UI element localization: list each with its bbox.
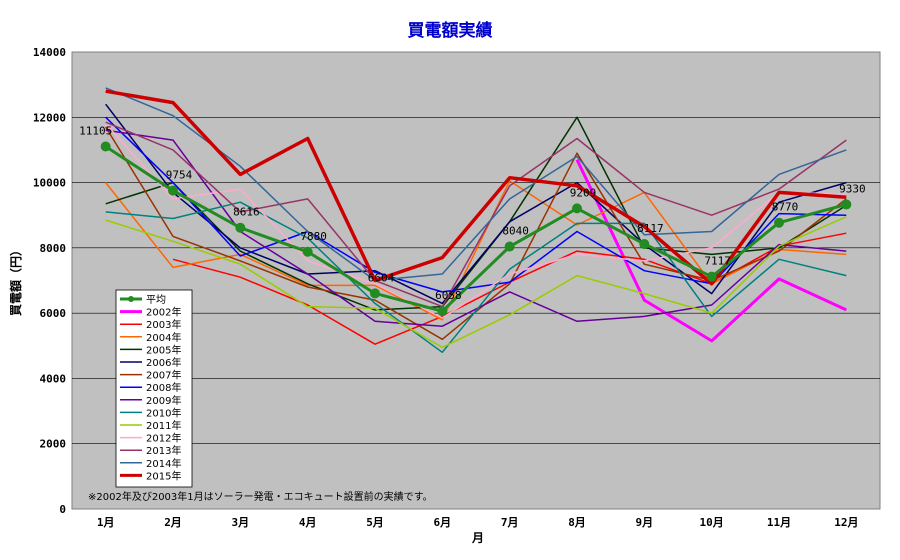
legend-label: 2006年 [146, 356, 181, 369]
x-tick-label: 7月 [501, 516, 519, 529]
x-axis-label: 月 [471, 531, 484, 545]
x-tick-label: 3月 [232, 516, 250, 529]
series-line-2009年 [105, 129, 847, 327]
y-tick-label: 2000 [40, 438, 67, 451]
series-line-2006年 [105, 103, 847, 305]
x-tick-label: 9月 [636, 516, 654, 529]
legend-label: 2009年 [146, 394, 181, 407]
average-data-label: 9754 [166, 169, 193, 182]
legend-label: 2005年 [146, 343, 181, 356]
series-line-2008年 [105, 116, 847, 293]
legend-label: 2004年 [146, 331, 181, 344]
x-tick-label: 11月 [767, 516, 791, 529]
series-line-2005年 [105, 116, 847, 311]
legend-label: 2013年 [146, 444, 181, 457]
average-data-label: 11105 [79, 125, 112, 138]
series-lines [100, 87, 852, 354]
x-tick-label: 1月 [97, 516, 115, 529]
x-axis-ticks: 1月 2月 3月 4月 5月 6月 7月 8月 9月 10月 11月 12月 [97, 516, 859, 529]
average-data-label: 9209 [570, 186, 597, 199]
y-tick-label: 6000 [40, 307, 67, 320]
legend: 平均2002年2003年2004年2005年2006年2007年2008年200… [115, 289, 193, 488]
average-marker [235, 222, 246, 233]
average-data-label: 8040 [502, 225, 529, 238]
legend-label: 2003年 [146, 318, 181, 331]
y-tick-label: 10000 [33, 177, 66, 190]
x-tick-label: 10月 [700, 516, 724, 529]
y-tick-label: 12000 [33, 111, 66, 124]
y-tick-label: 14000 [33, 46, 66, 59]
footnote: ※2002年及び2003年1月はソーラー発電・エコキュート設置前の実績です。 [88, 490, 433, 503]
legend-label: 2015年 [146, 469, 181, 482]
average-marker [572, 203, 582, 214]
x-tick-label: 4月 [299, 516, 317, 529]
average-marker [841, 199, 852, 210]
series-line-平均 [104, 145, 847, 313]
average-marker [504, 241, 515, 252]
average-data-label: 7117 [704, 255, 731, 268]
chart-title: 買電額実績 [408, 20, 493, 41]
average-data-label: 6604 [368, 271, 395, 284]
y-axis-ticks: 0 2000 4000 6000 8000 10000 12000 14000 [33, 46, 66, 516]
average-marker [168, 185, 178, 196]
average-marker [302, 246, 313, 257]
legend-box [115, 289, 193, 488]
series-line-2002年 [575, 159, 847, 343]
series-line-2012年 [105, 123, 847, 319]
legend-label: 2012年 [146, 432, 181, 445]
legend-label: 2010年 [146, 406, 181, 419]
average-marker [100, 141, 111, 152]
grid-lines [72, 116, 880, 445]
average-marker [706, 271, 717, 282]
x-tick-label: 2月 [164, 516, 182, 529]
legend-label: 2011年 [146, 419, 181, 432]
legend-label: 平均 [146, 294, 166, 306]
y-tick-label: 0 [59, 503, 66, 516]
x-tick-label: 12月 [834, 516, 858, 529]
y-tick-label: 8000 [40, 242, 67, 255]
average-marker [774, 217, 784, 228]
series-line-2011年 [105, 216, 847, 349]
x-tick-label: 5月 [366, 516, 384, 529]
average-data-label: 8770 [772, 201, 799, 214]
x-tick-label: 6月 [434, 516, 452, 529]
average-marker [639, 239, 650, 250]
series-line-2014年 [105, 87, 847, 282]
series-line-2013年 [105, 121, 847, 308]
average-data-label: 8117 [637, 222, 664, 235]
average-data-label: 6058 [435, 289, 462, 302]
series-line-2010年 [105, 201, 847, 354]
average-data-label: 9330 [839, 182, 866, 195]
average-data-label: 8616 [233, 206, 260, 219]
x-tick-label: 8月 [568, 516, 586, 529]
y-tick-label: 4000 [40, 372, 67, 385]
legend-marker [128, 296, 134, 302]
legend-label: 2008年 [146, 381, 181, 394]
legend-label: 2002年 [146, 306, 181, 319]
legend-label: 2007年 [146, 369, 181, 382]
legend-label: 2014年 [146, 457, 181, 470]
average-marker [437, 306, 448, 317]
average-marker [370, 288, 380, 299]
average-data-label: 7880 [300, 230, 327, 243]
y-axis-label: 買電額（円） [8, 244, 23, 316]
average-data-labels: 11105 9754 8616 7880 6604 6058 8040 9209 8117 711… [79, 125, 865, 303]
